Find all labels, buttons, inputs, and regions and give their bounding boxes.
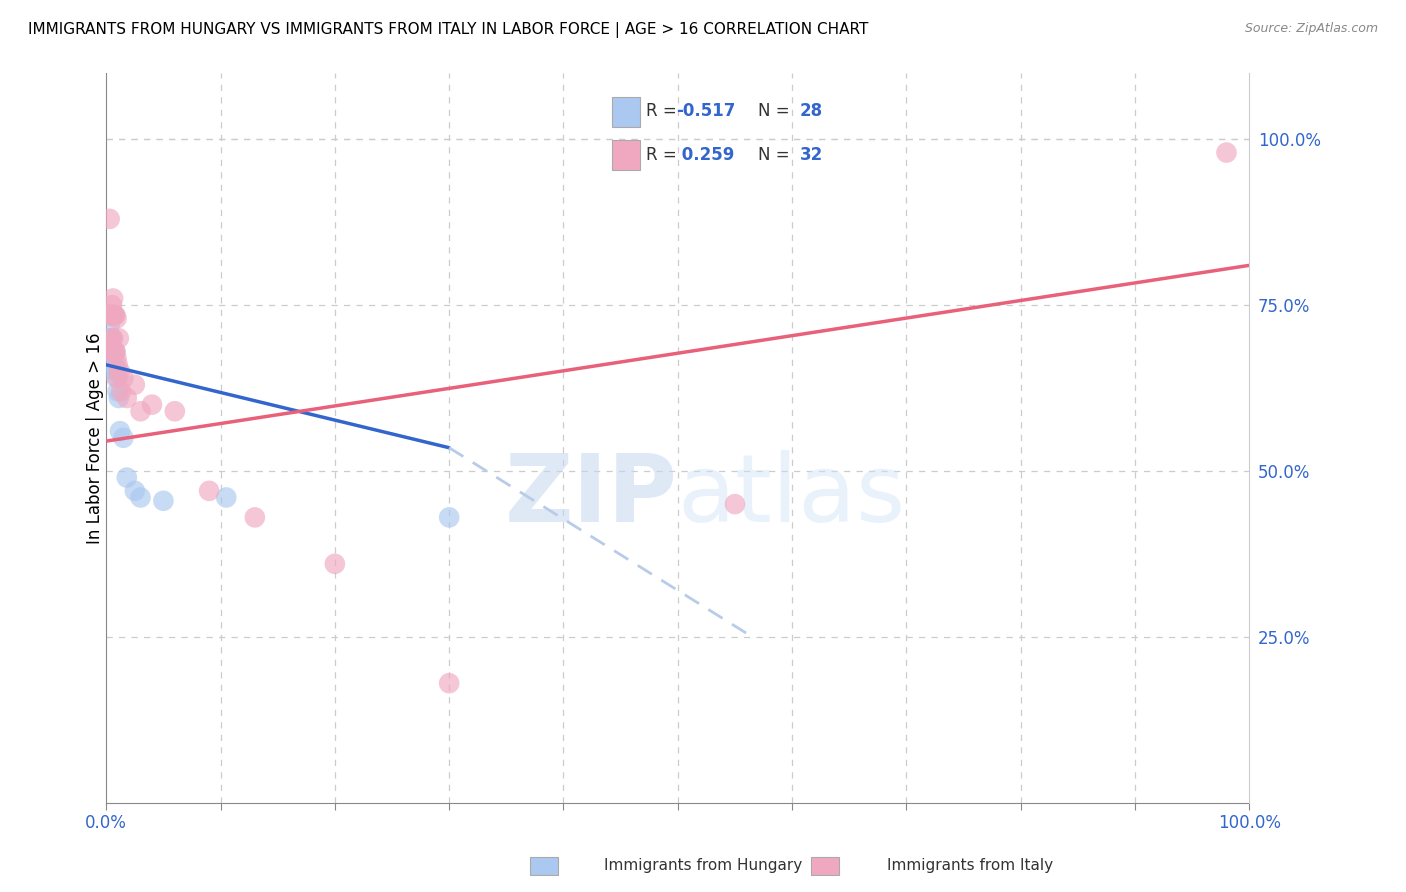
Point — [101, 331, 124, 345]
Text: Immigrants from Italy: Immigrants from Italy — [887, 858, 1053, 872]
Text: ZIP: ZIP — [505, 450, 678, 542]
Text: Source: ZipAtlas.com: Source: ZipAtlas.com — [1244, 22, 1378, 36]
Point — [104, 364, 127, 378]
Point — [98, 211, 121, 226]
Point — [100, 331, 122, 345]
Point — [198, 483, 221, 498]
Point — [101, 308, 124, 322]
Point — [152, 493, 174, 508]
Point — [98, 308, 121, 322]
Point — [107, 358, 129, 372]
Point — [101, 331, 124, 345]
Point — [108, 424, 131, 438]
Point — [107, 371, 129, 385]
Point — [103, 358, 125, 372]
Text: atlas: atlas — [678, 450, 905, 542]
Point — [104, 344, 127, 359]
Point — [1215, 145, 1237, 160]
Point — [101, 308, 124, 322]
Point — [101, 292, 124, 306]
FancyBboxPatch shape — [530, 857, 558, 875]
Point — [437, 676, 460, 690]
Point — [163, 404, 186, 418]
Point — [129, 404, 152, 418]
Point — [724, 497, 747, 511]
Point — [100, 308, 122, 322]
Point — [105, 311, 128, 326]
Point — [101, 308, 124, 322]
Point — [101, 308, 124, 322]
Point — [141, 398, 163, 412]
Point — [104, 308, 127, 322]
Point — [115, 391, 138, 405]
Point — [104, 344, 127, 359]
Point — [103, 308, 125, 322]
Text: IMMIGRANTS FROM HUNGARY VS IMMIGRANTS FROM ITALY IN LABOR FORCE | AGE > 16 CORRE: IMMIGRANTS FROM HUNGARY VS IMMIGRANTS FR… — [28, 22, 869, 38]
Point — [101, 331, 124, 345]
Point — [323, 557, 346, 571]
Point — [98, 318, 121, 332]
Point — [129, 491, 152, 505]
Point — [101, 298, 124, 312]
FancyBboxPatch shape — [811, 857, 839, 875]
Point — [108, 331, 131, 345]
Point — [105, 351, 128, 366]
Point — [215, 491, 238, 505]
Point — [107, 384, 129, 399]
Point — [100, 338, 122, 352]
Point — [108, 364, 131, 378]
Point — [124, 377, 146, 392]
Point — [101, 308, 124, 322]
Y-axis label: In Labor Force | Age > 16: In Labor Force | Age > 16 — [86, 332, 104, 543]
Point — [100, 308, 122, 322]
Point — [101, 344, 124, 359]
Point — [103, 308, 125, 322]
Point — [97, 308, 120, 322]
Point — [115, 470, 138, 484]
Point — [105, 371, 128, 385]
Point — [112, 371, 135, 385]
Point — [107, 364, 129, 378]
Text: Immigrants from Hungary: Immigrants from Hungary — [603, 858, 803, 872]
Point — [243, 510, 266, 524]
Point — [98, 344, 121, 359]
Point — [103, 344, 125, 359]
Point — [124, 483, 146, 498]
Point — [98, 308, 121, 322]
Point — [112, 431, 135, 445]
Point — [110, 384, 132, 399]
Point — [108, 391, 131, 405]
Point — [437, 510, 460, 524]
